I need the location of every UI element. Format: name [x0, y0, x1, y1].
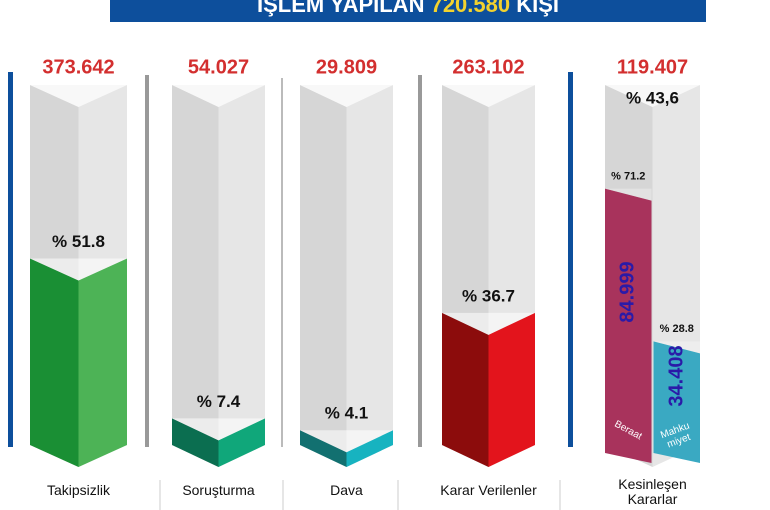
category-label: Soruşturma: [182, 482, 255, 498]
face-right: [488, 312, 535, 467]
cap: [172, 85, 265, 107]
title: İŞLEM YAPILAN 720.580 KİŞİ: [257, 0, 559, 17]
category-label: Karar Verilenler: [440, 482, 537, 498]
face: [605, 188, 652, 463]
value-label: % 51.8: [52, 232, 105, 251]
bar: [30, 258, 127, 467]
count-label: 263.102: [452, 56, 524, 78]
cap: [653, 341, 700, 354]
value-label: % 36.7: [462, 286, 515, 305]
cap: [605, 188, 652, 201]
value-label: % 4.1: [325, 404, 368, 423]
face-left: [172, 85, 219, 467]
bar: [442, 312, 535, 467]
face-right: [78, 258, 127, 467]
face-left: [442, 312, 489, 467]
separator: [568, 72, 573, 447]
value-label: % 43,6: [626, 88, 679, 107]
category-label: Kesinleşen Kararlar: [618, 476, 687, 507]
cap: [442, 312, 535, 335]
face-right: [218, 418, 265, 467]
sub-bar: [653, 341, 700, 463]
title-text: İŞLEM YAPILAN: [257, 0, 424, 17]
count-label: 119.407: [617, 56, 688, 78]
category-label: Takipsizlik: [46, 482, 110, 498]
count-label: 54.027: [188, 56, 249, 78]
sub-bar: [605, 188, 652, 463]
separator: [8, 72, 13, 447]
title-bar: [110, 0, 706, 22]
cap: [30, 258, 127, 281]
face-right: [346, 430, 393, 467]
face-left: [300, 85, 347, 467]
separator: [418, 75, 422, 447]
face-left: [300, 430, 347, 467]
cap: [605, 85, 700, 107]
face: [653, 341, 700, 463]
sub-value-label: % 28.8: [660, 323, 694, 335]
cap: [300, 85, 393, 107]
bar: [172, 418, 265, 467]
tube: [172, 85, 265, 467]
cap: [172, 418, 265, 441]
value-label: % 7.4: [197, 392, 241, 411]
cap: [300, 430, 393, 453]
bar: [300, 430, 393, 467]
cap: [30, 85, 127, 107]
separator: [281, 78, 283, 447]
face-left: [172, 418, 219, 467]
title-unit: KİŞİ: [516, 0, 559, 17]
face-right: [346, 85, 393, 467]
count-label: 29.809: [316, 56, 377, 78]
sub-value-label: % 71.2: [611, 171, 645, 183]
cap: [442, 85, 535, 107]
count-label: 373.642: [42, 56, 114, 78]
category-label: Dava: [330, 482, 363, 498]
sub-count-label: 84.999: [616, 261, 639, 323]
title-total: 720.580: [431, 0, 511, 17]
separator: [145, 75, 149, 447]
tube: [300, 85, 393, 467]
face-left: [30, 258, 79, 467]
sub-count-label: 34.408: [665, 345, 688, 407]
face-right: [218, 85, 265, 467]
